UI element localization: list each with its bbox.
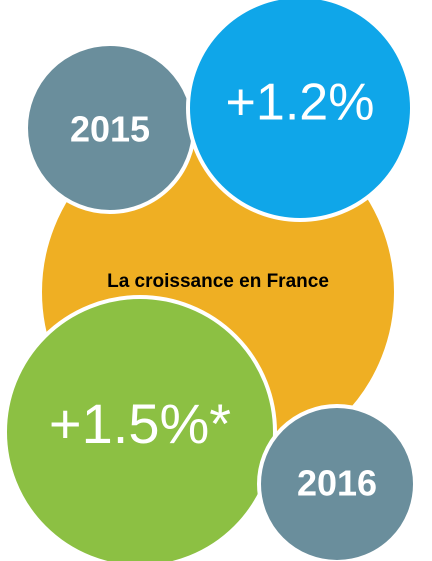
growth-label: +1.5%* xyxy=(49,392,231,455)
growth-circle xyxy=(3,295,277,561)
title: La croissance en France xyxy=(107,271,329,292)
year-circle xyxy=(257,404,417,561)
year-label: 2015 xyxy=(70,109,150,150)
growth-circle xyxy=(186,0,414,222)
year-label: 2016 xyxy=(297,463,377,504)
growth-label: +1.2% xyxy=(226,74,375,132)
